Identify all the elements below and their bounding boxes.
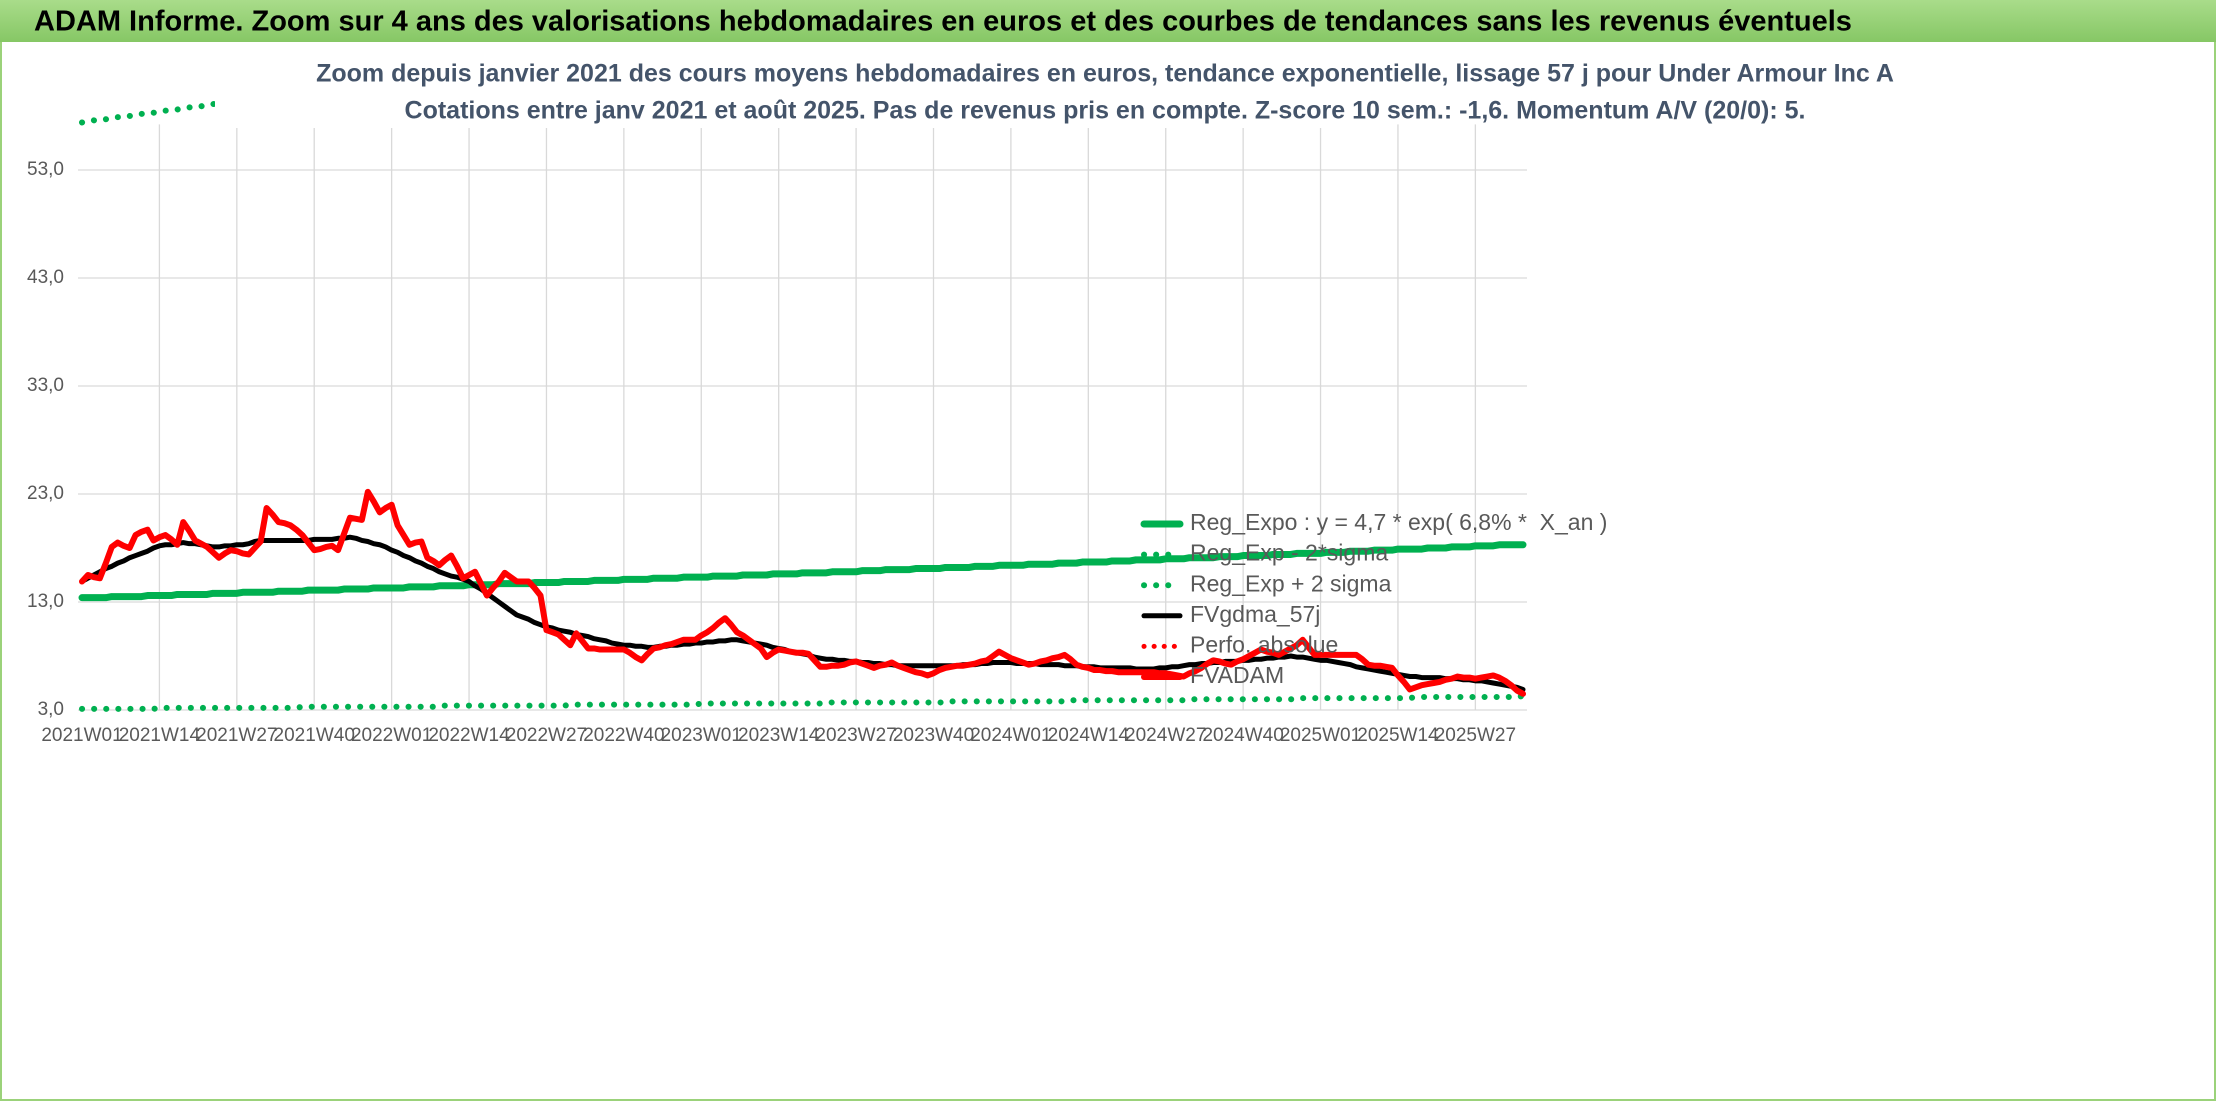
- chart-subtitle: Cotations entre janv 2021 et août 2025. …: [405, 97, 1806, 125]
- series: [78, 94, 1527, 712]
- legend-label: FVgdma_57j: [1190, 601, 1320, 627]
- x-tick-label: 2023W01: [661, 725, 742, 746]
- chart-subtitle: Zoom depuis janvier 2021 des cours moyen…: [316, 60, 1894, 88]
- header-title: ADAM Informe. Zoom sur 4 ans des valoris…: [34, 6, 1852, 38]
- legend-label: FVADAM: [1190, 662, 1284, 688]
- series-line: [79, 692, 1526, 712]
- x-tick-label: 2021W40: [274, 725, 355, 746]
- x-tick-label: 2025W27: [1435, 725, 1516, 746]
- header-bar: [0, 0, 2216, 42]
- legend: Reg_Expo : y = 4,7 * exp( 6,8% * X_an ) R…: [1140, 509, 1607, 688]
- x-tick-label: 2021W01: [41, 725, 122, 746]
- y-tick-label: 3,0: [38, 699, 64, 720]
- legend-label: Perfo. absolue: [1190, 631, 1338, 657]
- x-tick-label: 2025W14: [1357, 725, 1439, 746]
- y-tick-label: 33,0: [27, 375, 64, 396]
- x-tick-label: 2023W27: [815, 725, 896, 746]
- x-tick-label: 2024W40: [1202, 725, 1283, 746]
- legend-label: Reg_Exp + 2 sigma: [1190, 570, 1392, 596]
- x-tick-label: 2024W14: [1048, 725, 1130, 746]
- x-tick-label: 2022W01: [351, 725, 432, 746]
- frame: [0, 39, 2216, 1101]
- x-tick-label: 2024W27: [1125, 725, 1206, 746]
- x-tick-label: 2023W14: [738, 725, 820, 746]
- x-tick-label: 2023W40: [893, 725, 974, 746]
- x-tick-label: 2022W27: [506, 725, 587, 746]
- x-tick-label: 2024W01: [970, 725, 1051, 746]
- x-tick-label: 2022W14: [428, 725, 510, 746]
- x-tick-label: 2021W27: [196, 725, 277, 746]
- legend-label: Reg_Expo : y = 4,7 * exp( 6,8% * X_an ): [1190, 509, 1607, 535]
- title-box: [215, 58, 1345, 128]
- y-tick-label: 43,0: [27, 267, 64, 288]
- series-line: [78, 541, 1527, 602]
- series-line: [79, 488, 1526, 697]
- legend-label: Reg_Exp - 2*sigma: [1190, 540, 1388, 566]
- x-tick-label: 2021W14: [119, 725, 201, 746]
- x-tick-label: 2022W40: [583, 725, 664, 746]
- grid: 3,013,023,033,043,053,02021W012021W14202…: [27, 124, 1527, 746]
- y-tick-label: 23,0: [27, 483, 64, 504]
- y-tick-label: 53,0: [27, 159, 64, 180]
- y-tick-label: 13,0: [27, 591, 64, 612]
- x-tick-label: 2025W01: [1280, 725, 1361, 746]
